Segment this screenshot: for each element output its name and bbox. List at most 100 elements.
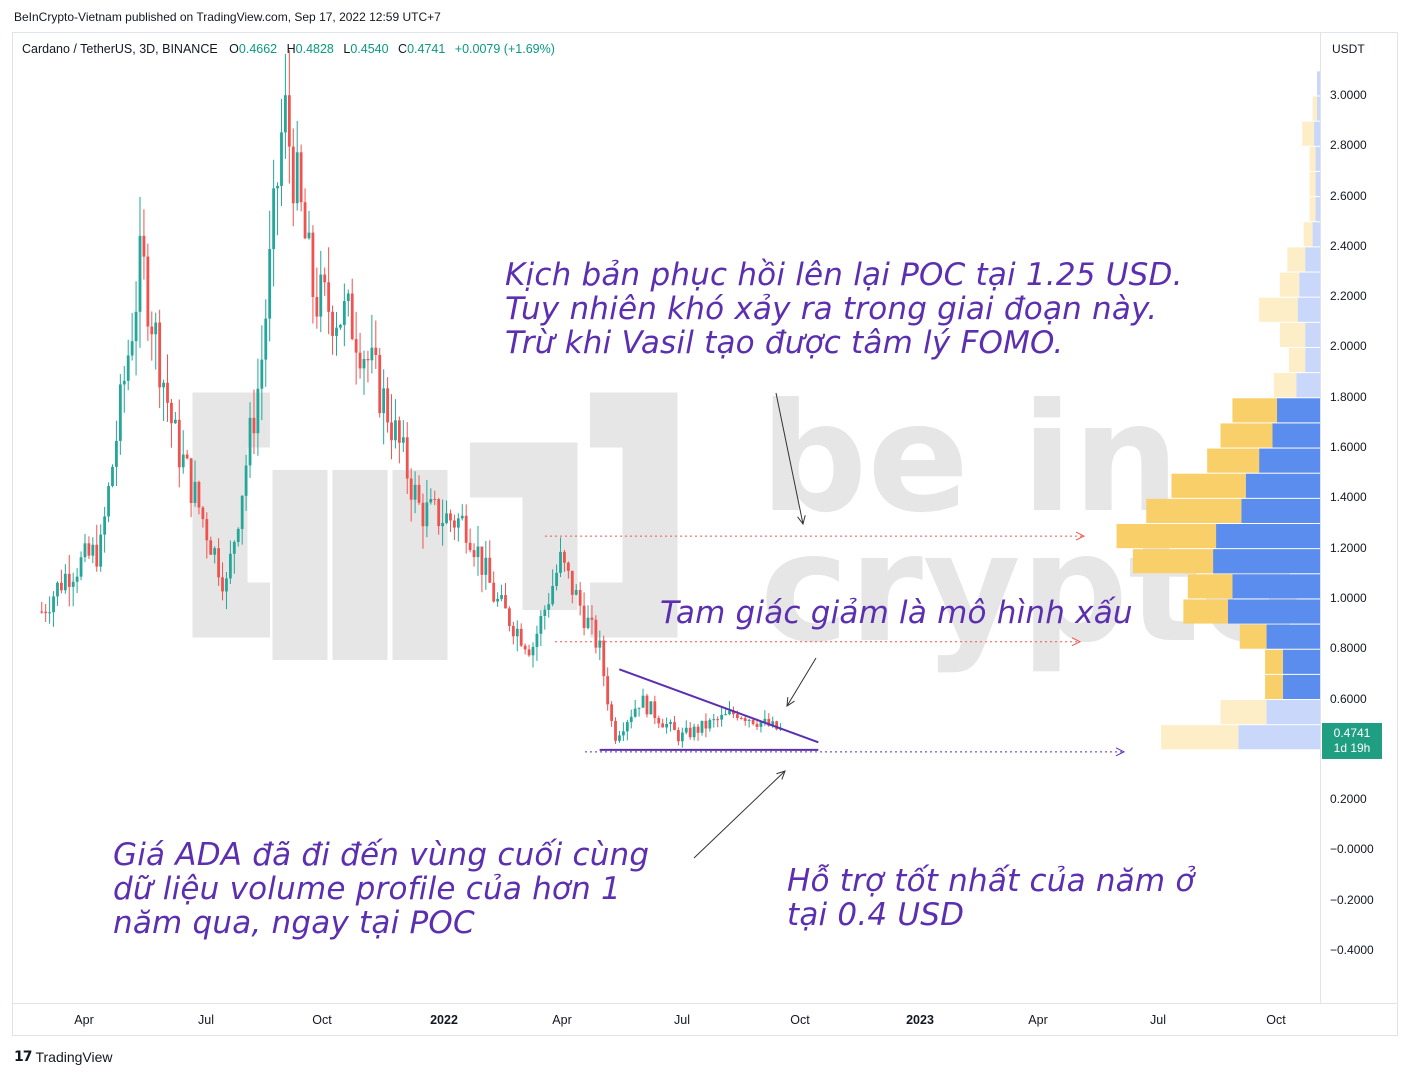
candle-down <box>677 730 680 742</box>
candle-down <box>354 339 358 353</box>
candle-up <box>173 419 177 424</box>
candle-down <box>570 570 574 595</box>
candle-up <box>618 735 621 741</box>
vp-down-bar <box>1312 96 1318 121</box>
candle-up <box>83 543 87 558</box>
candle-down <box>366 358 370 361</box>
candle-up <box>256 388 260 434</box>
last-price-tag: 0.4741 1d 19h <box>1322 723 1382 759</box>
candle-down <box>217 548 220 578</box>
candle-up <box>228 553 232 579</box>
vp-down-bar <box>1303 222 1313 247</box>
footer-brand: TradingView <box>35 1048 113 1065</box>
vp-up-bar <box>1315 146 1320 171</box>
candle-up <box>56 582 59 597</box>
chart-frame[interactable] <box>12 32 1398 1036</box>
candle-up <box>154 322 158 335</box>
vp-up-bar <box>1227 599 1320 624</box>
candle-up <box>103 516 107 535</box>
candle-up <box>260 359 264 389</box>
vp-down-bar <box>1171 473 1246 498</box>
y-tick-label: 1.2000 <box>1330 540 1367 555</box>
candle-down <box>594 619 598 648</box>
candle-up <box>295 152 299 204</box>
candle-up <box>268 249 272 319</box>
candle-up <box>728 710 731 715</box>
candle-up <box>692 726 696 738</box>
candle-up <box>193 481 197 504</box>
candle-up <box>362 358 366 369</box>
candle-down <box>209 540 213 555</box>
y-tick-label: 0.6000 <box>1330 691 1367 706</box>
footer-branding[interactable]: 𝟭𝟳 TradingView <box>14 1048 113 1065</box>
candle-up <box>621 731 625 736</box>
candle-up <box>63 573 67 591</box>
candle-down <box>508 608 511 626</box>
x-tick-label: Oct <box>790 1013 810 1027</box>
candle-down <box>315 296 319 317</box>
candle-up <box>559 551 562 573</box>
candle-down <box>653 701 657 719</box>
candle-up <box>181 454 185 468</box>
candle-up <box>382 388 386 414</box>
candle-up <box>665 723 669 728</box>
candle-up <box>763 718 767 723</box>
x-tick-label: Apr <box>1028 1013 1048 1027</box>
candle-up <box>574 589 578 595</box>
candle-down <box>610 704 613 721</box>
candle-down <box>452 520 456 528</box>
candle-down <box>578 589 582 606</box>
candle-up <box>637 707 641 709</box>
candle-down <box>614 720 617 741</box>
candle-down <box>158 322 162 388</box>
candle-up <box>134 311 138 342</box>
candle-down <box>732 710 735 715</box>
candle-up <box>680 732 684 742</box>
vp-up-bar <box>1245 473 1320 498</box>
candle-up <box>633 708 637 717</box>
x-tick-label: 2023 <box>906 1013 934 1027</box>
vp-up-bar <box>1213 549 1320 574</box>
candle-down <box>358 352 362 369</box>
candle-up <box>720 714 724 720</box>
vp-up-bar <box>1317 96 1320 121</box>
y-tick-label: −0.0000 <box>1330 842 1374 857</box>
candle-up <box>535 633 539 647</box>
annotation-top: Kịch bản phục hồi lên lại POC tại 1.25 U… <box>505 257 1183 361</box>
y-tick-label: 1.4000 <box>1330 490 1367 505</box>
vp-down-bar <box>1309 146 1316 171</box>
legend-change: +0.0079 (+1.69%) <box>454 42 555 56</box>
candle-up <box>547 604 551 610</box>
candle-up <box>598 640 602 648</box>
candle-up <box>625 722 629 732</box>
x-tick-label: Jul <box>1150 1013 1166 1027</box>
candle-up <box>476 546 480 558</box>
candle-up <box>684 727 688 733</box>
candle-down <box>142 235 146 257</box>
candles <box>40 50 782 748</box>
candle-down <box>437 499 441 527</box>
candle-down <box>468 542 472 551</box>
candle-down <box>688 727 692 738</box>
vp-up-bar <box>1305 247 1320 272</box>
bar-countdown: 1d 19h <box>1333 741 1371 755</box>
annotation-triangle: Tam giác giảm là mô hình xấu <box>660 595 1133 631</box>
vp-up-bar <box>1238 725 1320 750</box>
vp-down-bar <box>1309 197 1316 222</box>
last-price-value: 0.4741 <box>1333 726 1371 740</box>
candle-down <box>170 402 173 424</box>
volume-profile <box>1116 71 1320 750</box>
arrow-head-icon <box>786 696 795 707</box>
candle-down <box>299 152 303 203</box>
candle-down <box>606 676 610 705</box>
candle-down <box>311 232 315 297</box>
legend-low-label: L <box>343 42 351 56</box>
candle-down <box>751 719 755 725</box>
vp-up-bar <box>1259 448 1320 473</box>
candle-up <box>342 301 346 325</box>
y-tick-label: 0.8000 <box>1330 641 1367 656</box>
symbol-legend[interactable]: Cardano / TetherUS, 3D, BINANCE O0.4662 … <box>22 42 555 56</box>
watermark-text: be in <box>760 372 1180 546</box>
vp-up-bar <box>1272 423 1320 448</box>
